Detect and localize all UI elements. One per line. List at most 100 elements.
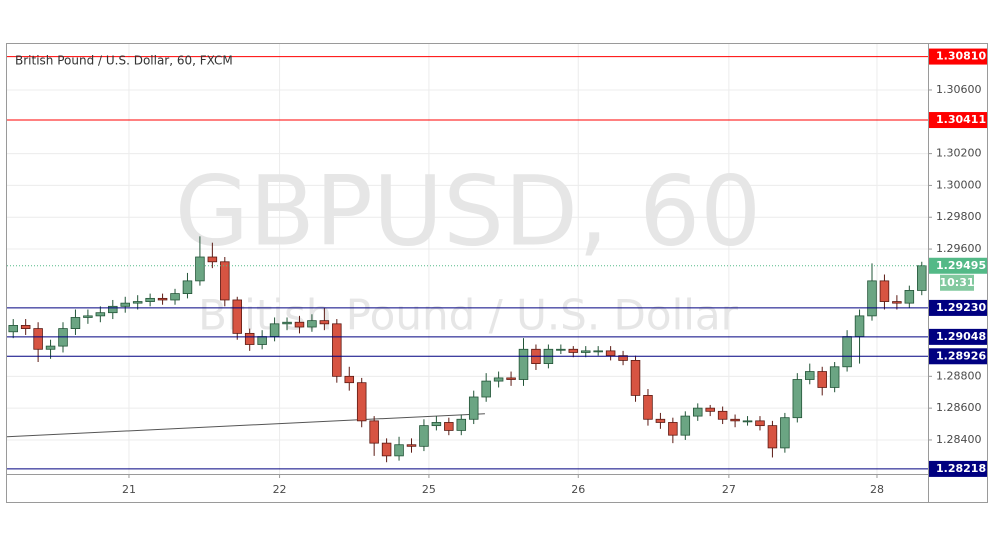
candle-body (717, 410, 728, 420)
candle-body (817, 371, 827, 388)
candle-body (630, 360, 641, 396)
candle-body (157, 297, 168, 301)
candle-body (481, 380, 491, 398)
level-tag (929, 460, 987, 477)
candle-body (580, 350, 591, 353)
candle-body (643, 395, 653, 420)
y-tick-label: 1.28600 (936, 401, 982, 414)
x-tick-label: 25 (422, 483, 436, 496)
candle-body (95, 312, 106, 317)
candle-body (917, 265, 927, 291)
candle-body (369, 420, 379, 444)
candle-body (83, 315, 93, 318)
y-tick-label: 1.29800 (936, 210, 982, 223)
last-price-tag (929, 257, 987, 274)
level-tag (929, 299, 987, 316)
candle-body (829, 366, 840, 388)
y-tick-label: 1.28400 (936, 433, 982, 446)
candle-body (431, 422, 442, 427)
chart-frame (6, 43, 988, 503)
candle-body (506, 377, 516, 380)
candle-body (145, 297, 155, 302)
candle-body (655, 418, 666, 423)
candle-body (120, 302, 130, 307)
candle-body (493, 377, 504, 382)
candle-body (867, 280, 877, 317)
candle-body (468, 396, 479, 420)
level-tag (929, 328, 987, 345)
candle-body (892, 301, 902, 304)
chart-title: British Pound / U.S. Dollar, 60, FXCM (15, 54, 233, 68)
candle-body (705, 407, 715, 412)
candle-body (381, 442, 392, 457)
candle-body (170, 293, 180, 301)
level-tag (929, 48, 987, 65)
candle-body (904, 290, 915, 304)
y-tick-label: 1.28800 (936, 369, 982, 382)
candle-body (257, 336, 267, 345)
candle-body (805, 371, 815, 380)
candle-body (792, 379, 803, 419)
x-tick-label: 26 (571, 483, 585, 496)
candle-body (269, 323, 280, 337)
candle-body (45, 345, 56, 350)
candle-body (618, 355, 628, 361)
candle-body (108, 305, 118, 314)
watermark: GBPUSD, 60 (175, 155, 761, 267)
last-price-label: 1.29495 (936, 259, 986, 272)
candle-body (356, 382, 367, 422)
candle-body (195, 256, 205, 282)
countdown-tag (940, 274, 974, 291)
x-tick-label: 28 (870, 483, 884, 496)
level-label: 1.29230 (936, 301, 986, 314)
y-tick-label: 1.30000 (936, 178, 982, 191)
candle-body (730, 418, 740, 422)
candle-body (444, 422, 454, 431)
candle-body (319, 320, 330, 325)
level-label: 1.30810 (936, 50, 986, 63)
candle-body (33, 328, 43, 350)
level-label: 1.28926 (936, 349, 986, 362)
y-tick-label: 1.30200 (936, 147, 982, 160)
level-label: 1.30411 (936, 113, 986, 126)
level-tag (929, 348, 987, 365)
x-tick-label: 22 (273, 483, 287, 496)
price-axis: 1.30600 1.30200 1.30000 1.29800 1.29600 1.288… (122, 48, 987, 496)
candle-body (780, 417, 790, 449)
candle-body (456, 418, 467, 431)
candle-body (244, 332, 255, 345)
candle-body (294, 321, 305, 328)
candle-body (742, 420, 753, 423)
candle-body (556, 348, 566, 351)
candle-body (282, 321, 292, 325)
candle-body (70, 317, 81, 329)
candle-body (593, 350, 603, 353)
candle-body (220, 261, 230, 301)
candle-body (394, 444, 404, 457)
candle-body (8, 325, 18, 333)
candle-body (232, 299, 243, 334)
x-tick-label: 27 (722, 483, 736, 496)
candle-body (568, 348, 579, 353)
watermark-subtitle: British Pound / U.S. Dollar (198, 291, 739, 340)
trendline (6, 413, 485, 438)
countdown-label: 10:31 (939, 276, 974, 289)
candle-body (518, 348, 529, 380)
candle-body (307, 320, 317, 328)
candle-body (419, 425, 429, 447)
candle-body (406, 444, 417, 447)
candle-body (207, 256, 218, 263)
candle-body (680, 415, 691, 436)
level-tag (929, 112, 987, 129)
candle-body (879, 280, 890, 302)
candle-body (668, 422, 678, 436)
candle-body (767, 425, 778, 449)
level-label: 1.28218 (936, 462, 986, 475)
candle-body (605, 350, 616, 357)
x-tick-label: 21 (122, 483, 136, 496)
y-tick-label: 1.29600 (936, 242, 982, 255)
candle-body (755, 420, 765, 427)
candle-body (182, 280, 193, 295)
